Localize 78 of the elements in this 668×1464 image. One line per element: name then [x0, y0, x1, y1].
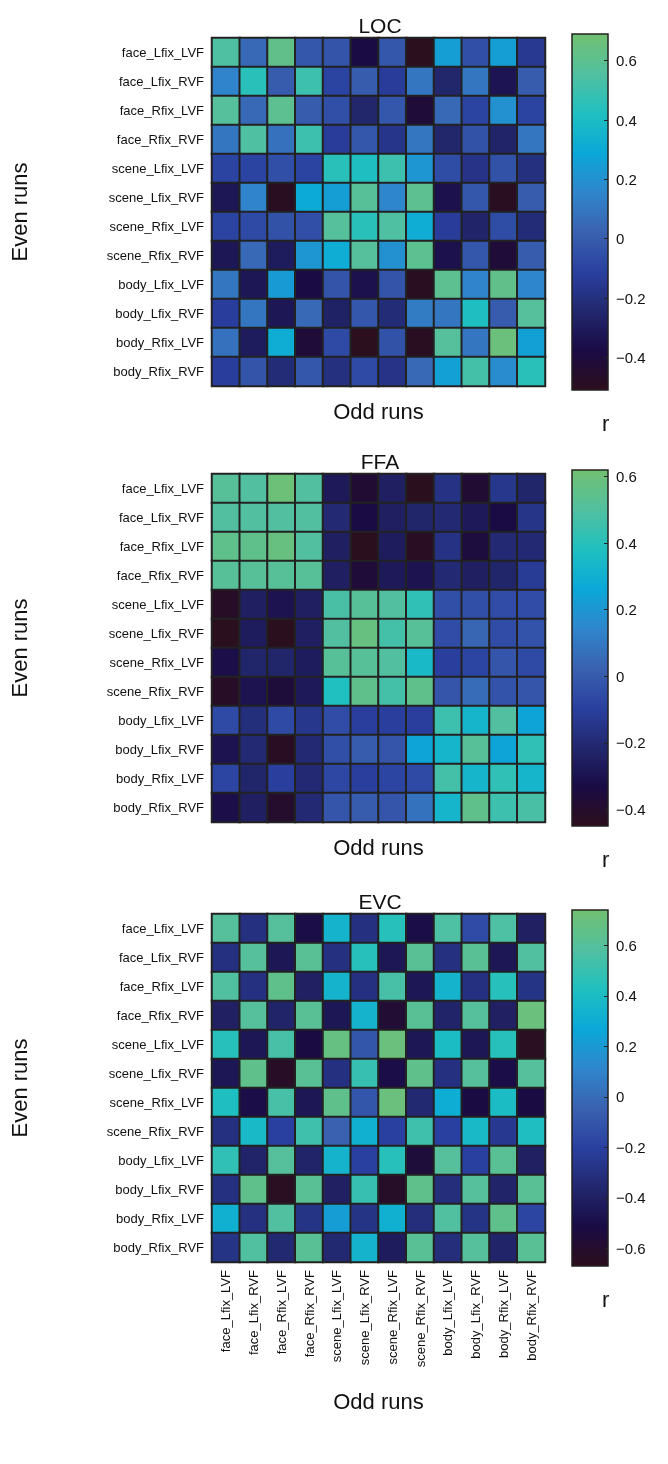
color-bar-label: 0	[616, 1088, 625, 1106]
x-axis-title: Odd runs	[333, 1388, 424, 1414]
y-tick-label: face_Rfix_LVF	[119, 539, 205, 554]
x-axis-title: Odd runs	[333, 834, 424, 860]
color-bar-label: −0.4	[616, 348, 646, 366]
y-tick-label: scene_Lfix_RVF	[108, 626, 205, 641]
x-tick-label: body_Rfix_LVF	[495, 1269, 511, 1358]
y-tick-label: body_Lfix_RVF	[115, 742, 205, 757]
color-bar-title: r	[602, 846, 610, 872]
x-tick-label: scene_Lfix_LVF	[329, 1269, 345, 1363]
y-tick-label: body_Lfix_LVF	[118, 713, 205, 728]
y-tick-label: scene_Lfix_LVF	[111, 597, 205, 612]
y-tick-label: body_Rfix_RVF	[113, 1240, 205, 1255]
x-tick-label: body_Lfix_LVF	[440, 1269, 456, 1356]
color-bar-label: 0.6	[616, 52, 637, 70]
y-axis-title: Even runs	[6, 1038, 32, 1138]
y-tick-label: body_Lfix_RVF	[115, 1182, 205, 1197]
y-tick-label: scene_Rfix_RVF	[106, 248, 205, 263]
y-tick-label: scene_Rfix_LVF	[109, 1095, 205, 1110]
y-tick-label: face_Rfix_LVF	[119, 979, 205, 994]
color-bar-label: −0.2	[616, 289, 646, 307]
x-tick-label: scene_Rfix_RVF	[412, 1269, 428, 1368]
chart-title: EVC	[358, 890, 402, 913]
y-tick-label: face_Lfix_LVF	[121, 45, 205, 60]
y-tick-label: body_Lfix_LVF	[118, 1153, 205, 1168]
y-tick-label: face_Rfix_LVF	[119, 103, 205, 118]
color-bar-label: −0.2	[616, 1138, 646, 1156]
color-bar-label: 0.2	[616, 170, 637, 188]
color-bar-label: −0.2	[616, 734, 646, 752]
x-tick-label: scene_Lfix_RVF	[357, 1269, 373, 1366]
y-tick-label: face_Lfix_LVF	[121, 921, 205, 936]
y-tick-label: scene_Lfix_LVF	[111, 1037, 205, 1052]
color-bar-label: 0	[616, 230, 625, 248]
y-tick-label: body_Rfix_LVF	[116, 335, 205, 350]
y-tick-label: scene_Rfix_RVF	[106, 684, 205, 699]
x-tick-label: face_Lfix_RVF	[246, 1269, 262, 1356]
y-tick-label: face_Rfix_RVF	[116, 568, 205, 583]
x-tick-label: face_Rfix_LVF	[273, 1269, 289, 1355]
color-bar-label: −0.4	[616, 800, 646, 818]
y-tick-label: face_Lfix_RVF	[118, 950, 205, 965]
y-tick-label: face_Lfix_RVF	[118, 74, 205, 89]
x-tick-label: body_Lfix_RVF	[468, 1269, 484, 1359]
color-bar-label: 0.6	[616, 468, 637, 486]
y-tick-label: face_Rfix_RVF	[116, 132, 205, 147]
color-bar-label: 0.2	[616, 1037, 637, 1055]
color-bar-label: 0.6	[616, 936, 637, 954]
y-tick-label: body_Lfix_LVF	[118, 277, 205, 292]
y-tick-label: scene_Lfix_RVF	[108, 190, 205, 205]
y-axis-title: Even runs	[6, 598, 32, 698]
color-bar-label: 0.2	[616, 601, 637, 619]
color-bar-label: 0	[616, 667, 625, 685]
y-tick-label: face_Rfix_RVF	[116, 1008, 205, 1023]
color-bar-title: r	[602, 1286, 610, 1312]
y-tick-label: body_Rfix_RVF	[113, 800, 205, 815]
chart-title: LOC	[358, 14, 402, 37]
color-bar-label: −0.6	[616, 1239, 646, 1257]
y-tick-label: face_Lfix_LVF	[121, 481, 205, 496]
y-tick-label: scene_Rfix_LVF	[109, 219, 205, 234]
color-bar-label: −0.4	[616, 1189, 646, 1207]
color-bar-title: r	[602, 410, 610, 436]
y-tick-label: body_Rfix_RVF	[113, 364, 205, 379]
y-tick-label: body_Rfix_LVF	[116, 1211, 205, 1226]
y-tick-label: body_Rfix_LVF	[116, 771, 205, 786]
y-tick-label: face_Lfix_RVF	[118, 510, 205, 525]
x-tick-label: face_Rfix_RVF	[301, 1269, 317, 1358]
y-tick-label: scene_Lfix_LVF	[111, 161, 205, 176]
y-tick-label: scene_Rfix_RVF	[106, 1124, 205, 1139]
chart-title: FFA	[360, 450, 400, 473]
color-bar-label: 0.4	[616, 987, 637, 1005]
x-tick-label: scene_Rfix_LVF	[384, 1269, 400, 1365]
color-bar-label: 0.4	[616, 111, 637, 129]
color-bar-label: 0.4	[616, 534, 637, 552]
y-tick-label: scene_Rfix_LVF	[109, 655, 205, 670]
y-axis-title: Even runs	[6, 162, 32, 262]
y-tick-label: body_Lfix_RVF	[115, 306, 205, 321]
x-tick-label: body_Rfix_RVF	[523, 1269, 539, 1361]
y-tick-label: scene_Lfix_RVF	[108, 1066, 205, 1081]
x-axis-title: Odd runs	[333, 398, 424, 424]
